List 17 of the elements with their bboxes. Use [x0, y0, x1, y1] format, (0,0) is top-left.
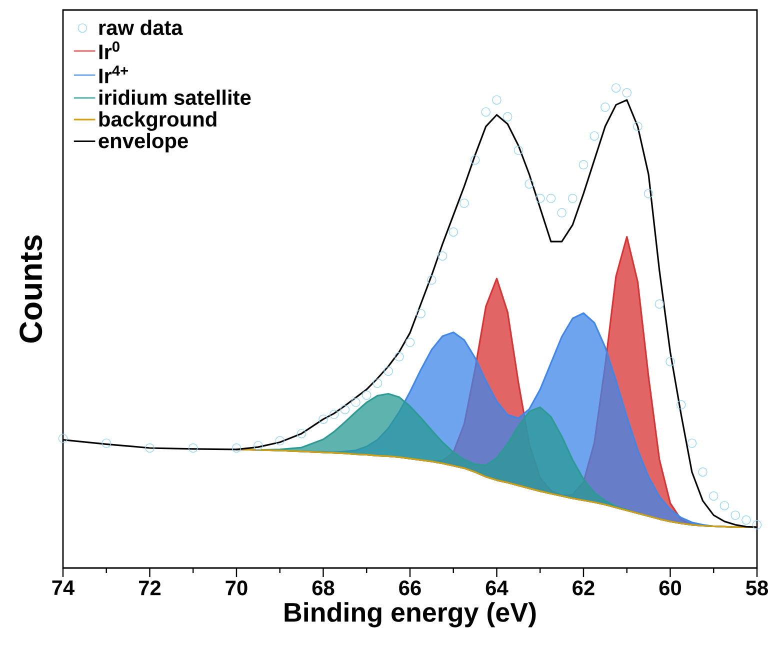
x-tick-label: 68: [312, 580, 334, 596]
x-tick-label: 64: [486, 580, 508, 596]
x-tick-label: 70: [226, 580, 248, 596]
legend-label: envelope: [98, 132, 188, 152]
y-axis-title: Counts: [20, 235, 42, 343]
legend-label: Ir$^{4+}$: [99, 66, 128, 84]
x-tick-label: 72: [139, 580, 161, 596]
x-tick-label: 62: [572, 580, 594, 596]
legend-label: background: [99, 111, 216, 131]
x-axis-title: Binding energy (eV): [284, 602, 536, 628]
legend-label: Ir$^{0}$: [99, 41, 120, 60]
x-tick-label: 66: [399, 580, 421, 596]
legend-label: raw data: [99, 20, 183, 36]
x-tick-label: 60: [659, 580, 682, 596]
legend-label: iridium satellite: [99, 90, 251, 106]
x-tick-label: 58: [746, 580, 768, 596]
x-tick-label: 74: [52, 580, 75, 595]
